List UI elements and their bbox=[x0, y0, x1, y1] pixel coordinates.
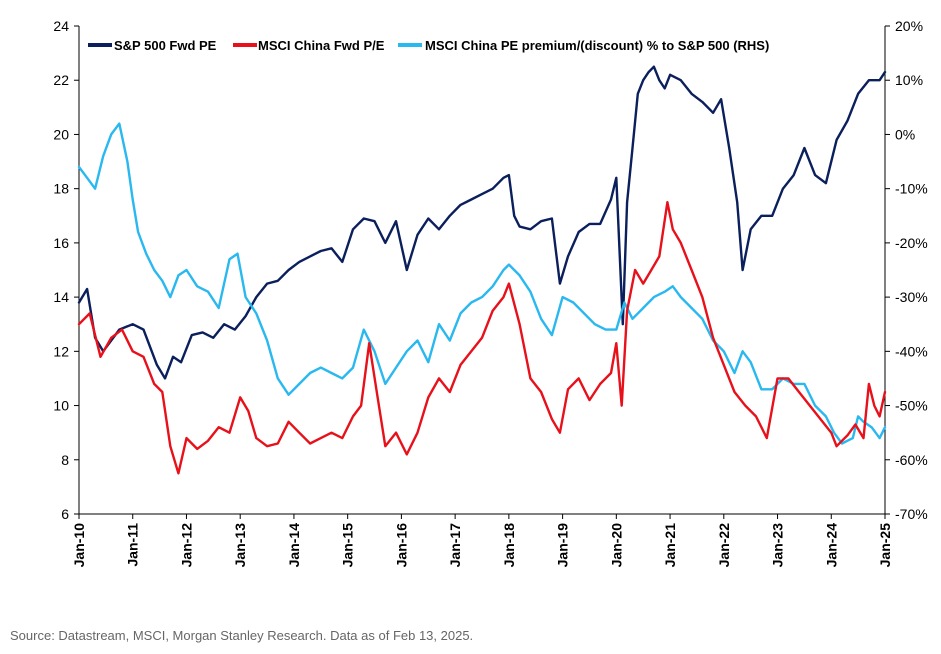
left-tick-label: 10 bbox=[53, 398, 69, 414]
legend: S&P 500 Fwd PE MSCI China Fwd P/E MSCI C… bbox=[88, 38, 769, 53]
x-tick-label: Jan-25 bbox=[877, 523, 893, 568]
left-tick-label: 12 bbox=[53, 343, 69, 359]
legend-label-premium: MSCI China PE premium/(discount) % to S&… bbox=[425, 38, 769, 53]
right-tick-label: -60% bbox=[895, 452, 928, 468]
x-tick-label: Jan-11 bbox=[125, 523, 141, 567]
x-tick-label: Jan-13 bbox=[232, 523, 248, 568]
x-tick-label: Jan-12 bbox=[178, 523, 194, 568]
x-tick-label: Jan-21 bbox=[662, 523, 678, 568]
right-tick-label: -20% bbox=[895, 235, 928, 251]
axes: 6 8 10 12 14 16 18 20 22 24 -70% -60% -50% -40% -30% -2… bbox=[53, 18, 927, 567]
x-tick-label: Jan-16 bbox=[393, 523, 409, 568]
right-tick-label: -30% bbox=[895, 289, 928, 305]
right-tick-label: -50% bbox=[895, 398, 928, 414]
left-tick-label: 20 bbox=[53, 126, 69, 142]
x-tick-label: Jan-17 bbox=[447, 523, 463, 568]
x-tick-label: Jan-19 bbox=[555, 523, 571, 568]
left-tick-label: 16 bbox=[53, 235, 69, 251]
series-line-premium bbox=[77, 122, 887, 445]
right-tick-label: 20% bbox=[895, 18, 923, 34]
x-tick-label: Jan-15 bbox=[340, 523, 356, 568]
x-tick-label: Jan-14 bbox=[286, 523, 302, 568]
x-tick-label: Jan-22 bbox=[716, 523, 732, 568]
legend-label-china: MSCI China Fwd P/E bbox=[258, 38, 385, 53]
series-lines bbox=[77, 65, 887, 475]
x-tick-label: Jan-24 bbox=[823, 523, 839, 568]
source-note: Source: Datastream, MSCI, Morgan Stanley… bbox=[10, 628, 474, 643]
right-tick-label: -70% bbox=[895, 506, 928, 522]
x-tick-label: Jan-23 bbox=[770, 523, 786, 568]
series-line-china bbox=[77, 200, 887, 475]
x-tick-label: Jan-18 bbox=[501, 523, 517, 568]
right-tick-label: 0% bbox=[895, 126, 915, 142]
right-tick-label: 10% bbox=[895, 72, 923, 88]
x-tick-label: Jan-20 bbox=[608, 523, 624, 568]
left-tick-label: 18 bbox=[53, 181, 69, 197]
left-tick-label: 22 bbox=[53, 72, 69, 88]
left-tick-label: 8 bbox=[61, 452, 69, 468]
left-tick-label: 6 bbox=[61, 506, 69, 522]
legend-label-sp500: S&P 500 Fwd PE bbox=[114, 38, 217, 53]
series-line-sp500 bbox=[77, 65, 887, 380]
x-tick-label: Jan-10 bbox=[71, 523, 87, 568]
right-tick-label: -40% bbox=[895, 343, 928, 359]
left-tick-label: 14 bbox=[53, 289, 69, 305]
right-tick-label: -10% bbox=[895, 181, 928, 197]
left-tick-label: 24 bbox=[53, 18, 69, 34]
